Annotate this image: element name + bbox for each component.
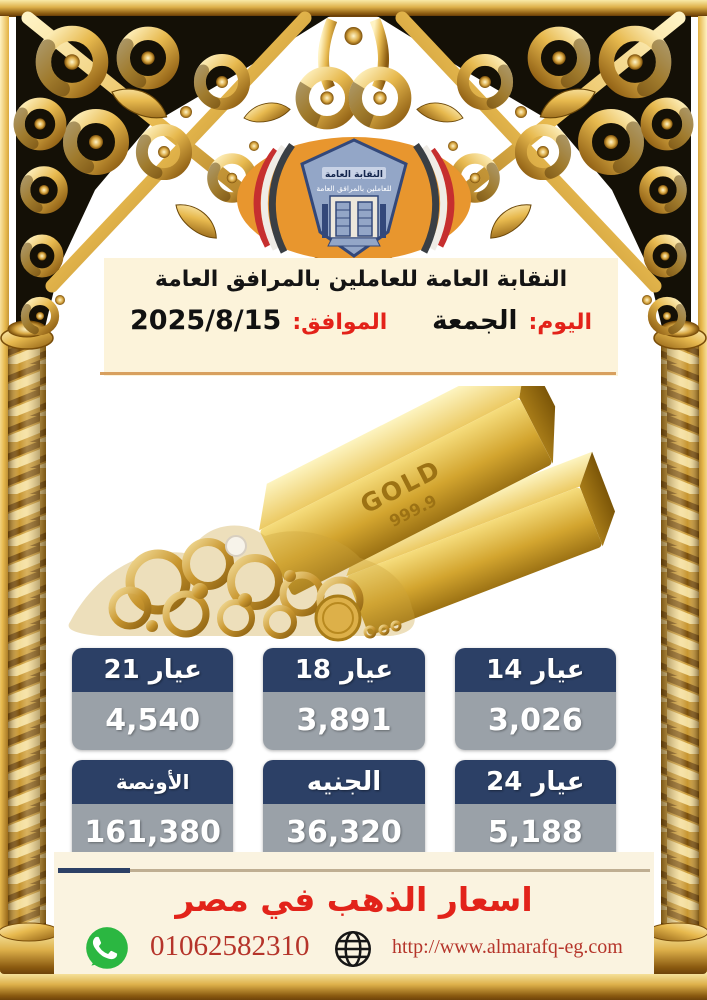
top-divider-line xyxy=(100,372,616,375)
phone-number: 01062582310 xyxy=(150,930,310,962)
card-label: عيار 14 xyxy=(454,648,616,692)
divider-navy-segment xyxy=(58,868,130,873)
emblem-text-line2: للعاملين بالمرافق العامة xyxy=(316,184,391,193)
price-card-pound: الجنيه 36,320 xyxy=(263,760,425,862)
date-group: الموافق: 2025/8/15 xyxy=(130,305,387,336)
day-value: الجمعة xyxy=(432,306,518,336)
date-label: الموافق: xyxy=(292,310,388,335)
bottom-divider-line xyxy=(58,868,650,873)
card-value: 4,540 xyxy=(72,692,234,750)
card-label: عيار 18 xyxy=(263,648,425,692)
gold-bars-jewelry-image: GOLD 999.9 xyxy=(68,386,616,642)
card-label: الأونصة xyxy=(72,760,234,804)
website-url: http://www.almarafq-eg.com xyxy=(392,936,623,958)
date-bar: اليوم: الجمعة الموافق: 2025/8/15 xyxy=(104,305,618,336)
price-card-karat-18: عيار 18 3,891 xyxy=(263,648,425,750)
card-value: 3,891 xyxy=(263,692,425,750)
contact-row: 01062582310 http://www.almarafq-eg.com xyxy=(54,927,654,974)
emblem-shield: النقابة العامة للعاملين بالمرافق العامة xyxy=(300,138,408,258)
whatsapp-icon xyxy=(86,927,128,969)
price-card-karat-24: عيار 24 5,188 xyxy=(454,760,616,862)
globe-icon xyxy=(335,931,371,967)
price-card-karat-21: عيار 21 4,540 xyxy=(72,648,234,750)
day-label: اليوم: xyxy=(528,310,593,335)
emblem-text-line1: النقابة العامة xyxy=(325,170,383,180)
day-group: اليوم: الجمعة xyxy=(432,306,592,336)
union-logo: النقابة العامة للعاملين بالمرافق العامة xyxy=(237,137,471,261)
card-label: عيار 21 xyxy=(72,648,234,692)
price-cards-grid: عيار 14 3,026 عيار 18 3,891 عيار 21 4,54… xyxy=(72,648,616,862)
divider-tan-segment xyxy=(130,869,650,872)
organization-title: النقابة العامة للعاملين بالمرافق العامة xyxy=(154,267,568,292)
price-card-karat-14: عيار 14 3,026 xyxy=(454,648,616,750)
price-card-ounce: الأونصة 161,380 xyxy=(72,760,234,862)
title-panel: النقابة العامة للعاملين بالمرافق العامة … xyxy=(104,258,618,376)
card-label: الجنيه xyxy=(263,760,425,804)
date-value: 2025/8/15 xyxy=(130,305,282,336)
poster-main-title: اسعار الذهب في مصر xyxy=(175,880,533,919)
gold-bar-front: GOLD 999.9 xyxy=(259,386,556,595)
bottom-panel: اسعار الذهب في مصر 01062582310 http://ww… xyxy=(54,852,654,974)
card-label: عيار 24 xyxy=(454,760,616,804)
gold-jewelry-pile xyxy=(68,525,415,642)
gold-bar-back xyxy=(346,451,616,635)
card-value: 3,026 xyxy=(454,692,616,750)
